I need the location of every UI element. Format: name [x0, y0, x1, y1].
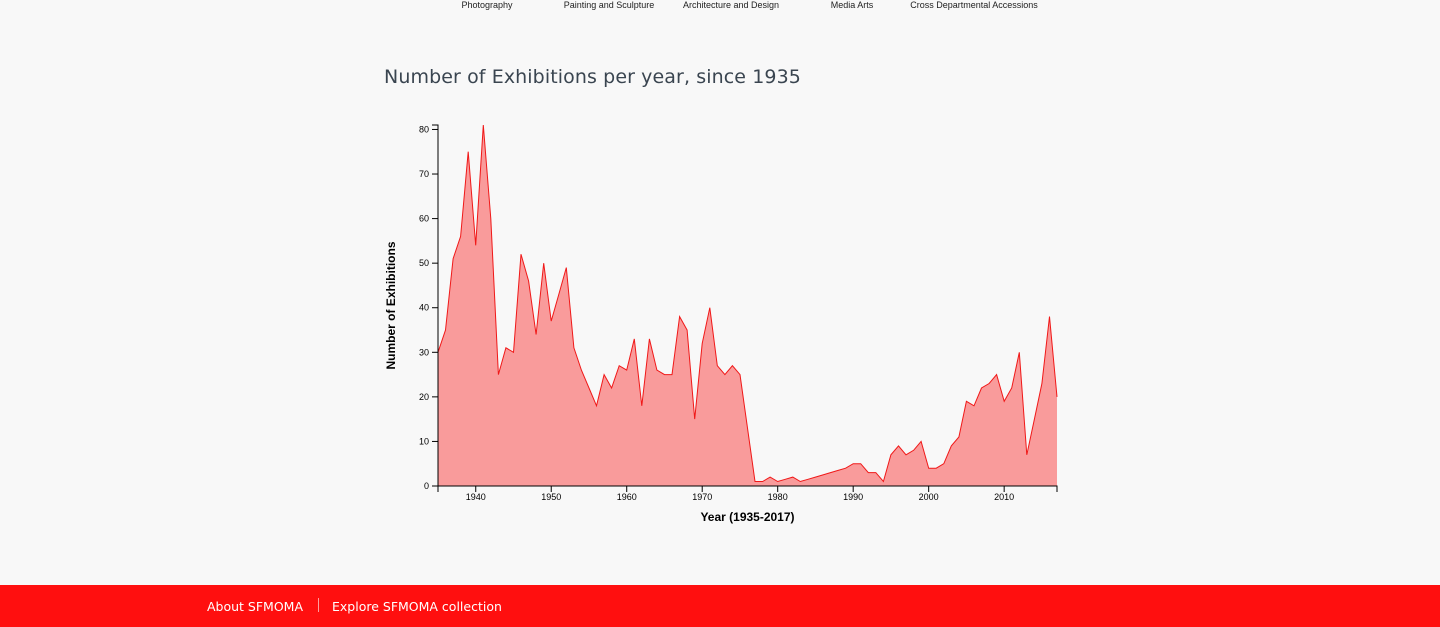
- about-sfmoma-link[interactable]: About SFMOMA: [207, 599, 304, 614]
- tab-painting-and-sculpture[interactable]: Painting and Sculpture: [563, 0, 655, 10]
- footer-divider: [318, 598, 319, 612]
- y-axis-title: Number of Exhibitions: [384, 241, 398, 369]
- tab-architecture-and-design[interactable]: Architecture and Design: [682, 0, 780, 10]
- tab-cross-departmental-accessions[interactable]: Cross Departmental Accessions: [910, 0, 1038, 10]
- x-tick-label: 2010: [994, 492, 1014, 502]
- x-axis-title: Year (1935-2017): [700, 510, 794, 524]
- y-tick-label: 0: [424, 481, 429, 491]
- y-axis-line: [432, 124, 439, 487]
- y-tick-label: 60: [419, 214, 429, 224]
- y-tick-label: 10: [419, 436, 429, 446]
- y-tick-label: 70: [419, 169, 429, 179]
- exhibitions-area-chart: 0 10 20 30 40 50 60 70 80 1940 1950 1960 1970 1980 199…: [384, 124, 1058, 524]
- x-tick-label: 1950: [541, 492, 561, 502]
- explore-collection-link[interactable]: Explore SFMOMA collection: [332, 599, 502, 614]
- x-axis-line: [437, 485, 1058, 492]
- x-tick-label: 1980: [768, 492, 788, 502]
- area-fill-0: [438, 125, 1057, 486]
- x-tick-label: 1940: [466, 492, 486, 502]
- y-tick-label: 30: [419, 347, 429, 357]
- department-tabs: Photography Painting and Sculpture Archi…: [0, 0, 1440, 14]
- chart-title: Number of Exhibitions per year, since 19…: [384, 66, 801, 88]
- y-tick-label: 50: [419, 258, 429, 268]
- x-tick-label: 2000: [919, 492, 939, 502]
- x-tick-label: 1970: [692, 492, 712, 502]
- y-tick-label: 20: [419, 392, 429, 402]
- y-tick-label: 80: [419, 124, 429, 134]
- x-tick-label: 1960: [617, 492, 637, 502]
- tab-media-arts[interactable]: Media Arts: [830, 0, 874, 10]
- footer: About SFMOMA Explore SFMOMA collection: [0, 585, 1440, 627]
- tab-photography[interactable]: Photography: [461, 0, 513, 10]
- y-tick-label: 40: [419, 303, 429, 313]
- series-line-0: [437, 124, 1058, 483]
- x-tick-label: 1990: [843, 492, 863, 502]
